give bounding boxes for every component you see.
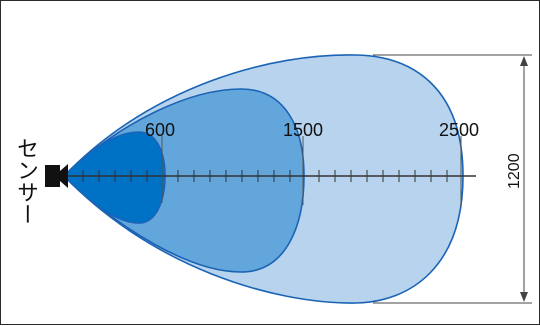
- sensor-icon: [45, 164, 68, 188]
- distance-label-600: 600: [145, 120, 176, 140]
- axis-ticks: [82, 170, 448, 182]
- width-label: 1200: [506, 153, 523, 189]
- sensor-label: センサー: [14, 137, 39, 225]
- width-dimension-arrows: [520, 56, 528, 302]
- width-dimension: [373, 54, 532, 304]
- distance-label-2500: 2500: [439, 120, 480, 140]
- distance-label-1500: 1500: [283, 120, 324, 140]
